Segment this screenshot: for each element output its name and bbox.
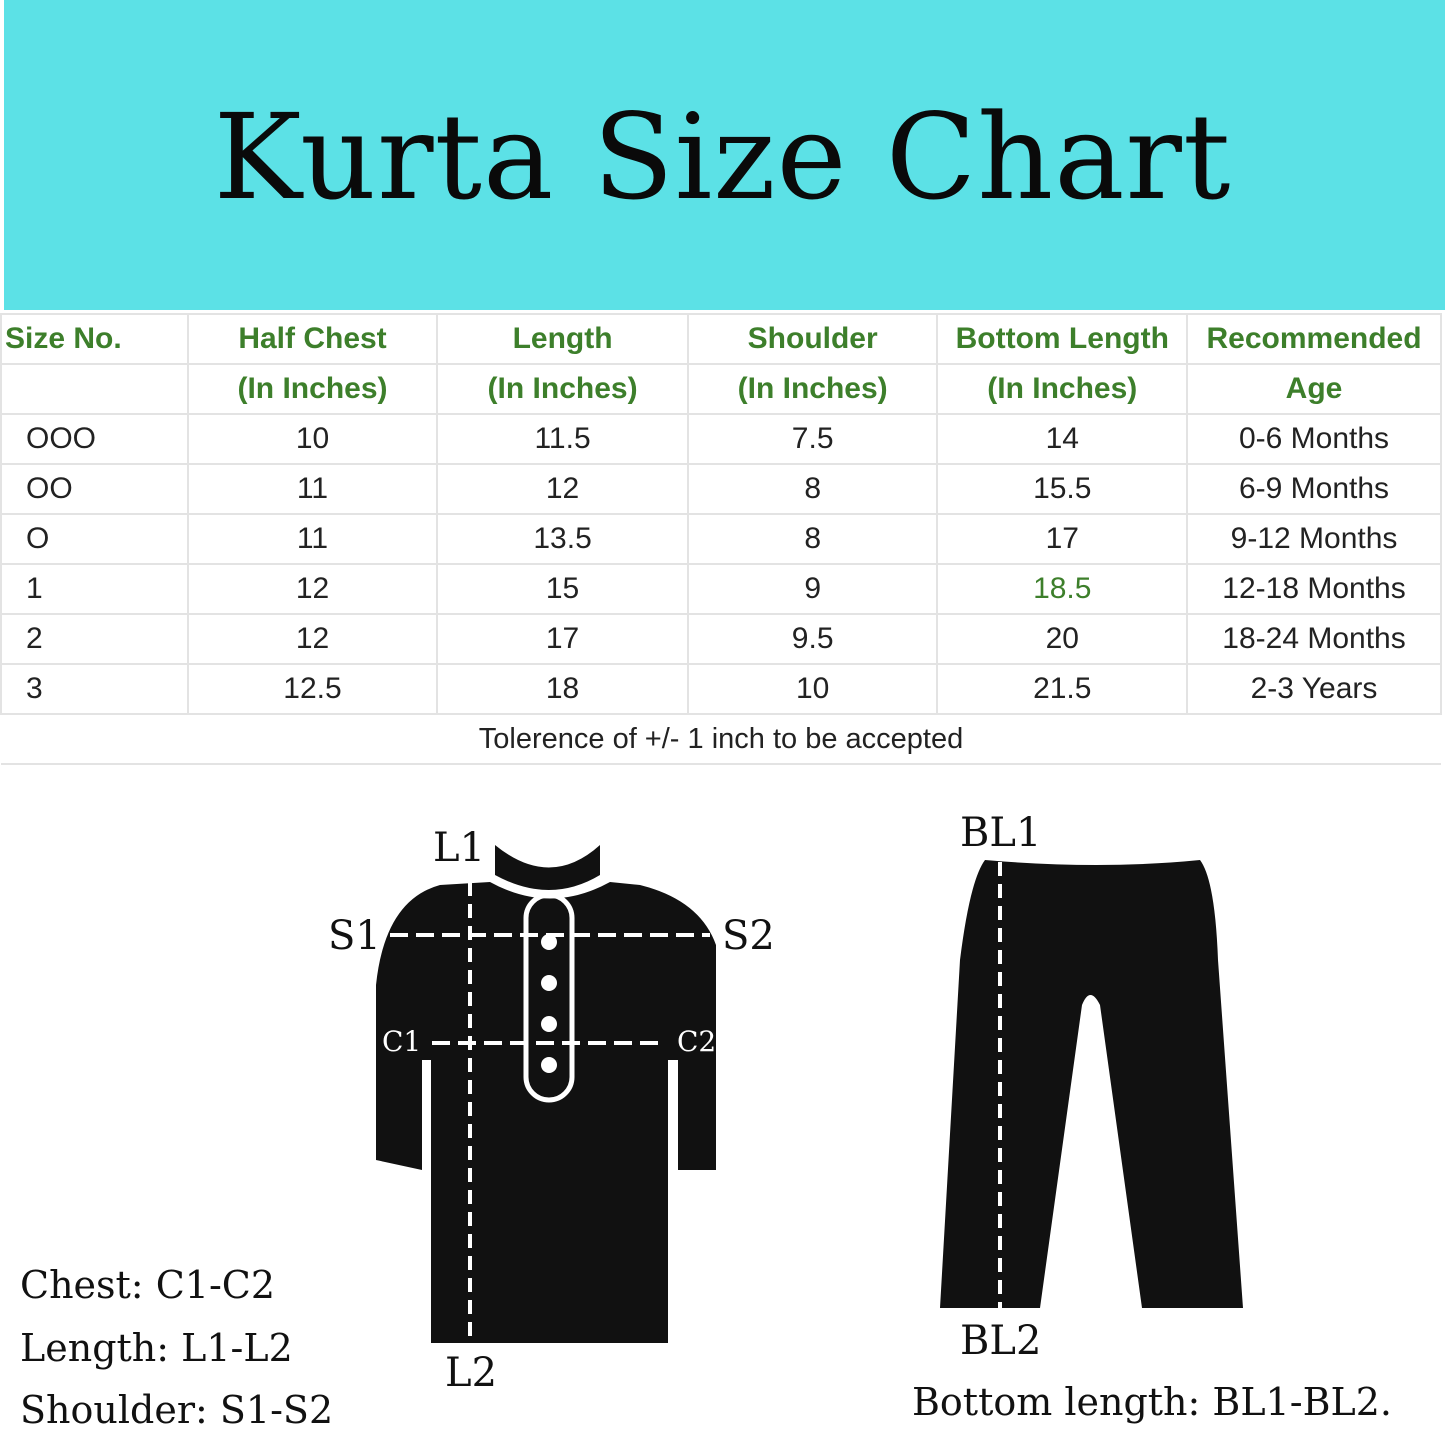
header-cell: Shoulder bbox=[686, 313, 939, 365]
header-row: Size No. Half Chest Length Shoulder Bott… bbox=[0, 313, 1442, 365]
header-cell: (In Inches) bbox=[186, 363, 439, 415]
table-cell: 7.5 bbox=[686, 413, 939, 465]
table-cell: 9-12 Months bbox=[1186, 513, 1442, 565]
header-row-units: (In Inches) (In Inches) (In Inches) (In … bbox=[0, 363, 1442, 415]
title-banner bbox=[4, 0, 1445, 310]
label-c1: C1 bbox=[382, 1025, 422, 1058]
table-cell: 11.5 bbox=[436, 413, 689, 465]
table-cell: 17 bbox=[436, 613, 689, 665]
table-cell: 17 bbox=[936, 513, 1189, 565]
kurta-icon bbox=[376, 845, 716, 1343]
table-row: 2 12 17 9.5 20 18-24 Months bbox=[0, 613, 1442, 665]
label-c2: C2 bbox=[677, 1025, 717, 1058]
page-title: Kurta Size Chart bbox=[213, 88, 1232, 226]
table-cell: 11 bbox=[186, 513, 439, 565]
table-cell: 8 bbox=[686, 463, 939, 515]
table-cell: 2 bbox=[0, 613, 189, 665]
label-l2: L2 bbox=[445, 1350, 498, 1396]
label-s2: S2 bbox=[722, 913, 775, 959]
table-row: O 11 13.5 8 17 9-12 Months bbox=[0, 513, 1442, 565]
header-cell: (In Inches) bbox=[936, 363, 1189, 415]
table-cell: 11 bbox=[186, 463, 439, 515]
header-cell: (In Inches) bbox=[686, 363, 939, 415]
table-cell: 3 bbox=[0, 663, 189, 715]
pants-icon bbox=[940, 860, 1243, 1308]
legend-shoulder: Shoulder: S1-S2 bbox=[20, 1388, 334, 1432]
table-cell: 6-9 Months bbox=[1186, 463, 1442, 515]
table-cell: 12.5 bbox=[186, 663, 439, 715]
table-cell: 9.5 bbox=[686, 613, 939, 665]
table-cell: 12 bbox=[436, 463, 689, 515]
label-s1: S1 bbox=[328, 913, 381, 959]
size-table: Size No. Half Chest Length Shoulder Bott… bbox=[0, 313, 1442, 765]
table-cell: 10 bbox=[686, 663, 939, 715]
legend-chest: Chest: C1-C2 bbox=[20, 1263, 276, 1307]
header-cell bbox=[0, 363, 189, 415]
table-cell: 2-3 Years bbox=[1186, 663, 1442, 715]
header-cell: (In Inches) bbox=[436, 363, 689, 415]
table-row: OO 11 12 8 15.5 6-9 Months bbox=[0, 463, 1442, 515]
table-cell: 20 bbox=[936, 613, 1189, 665]
table-row: 3 12.5 18 10 21.5 2-3 Years bbox=[0, 663, 1442, 715]
table-cell: O bbox=[0, 513, 189, 565]
table-cell: 12-18 Months bbox=[1186, 563, 1442, 615]
table-cell: 8 bbox=[686, 513, 939, 565]
label-bl2: BL2 bbox=[960, 1318, 1042, 1364]
header-cell: Size No. bbox=[0, 313, 189, 365]
table-cell: 18.5 bbox=[936, 563, 1189, 615]
header-cell: Age bbox=[1186, 363, 1442, 415]
table-cell: 14 bbox=[936, 413, 1189, 465]
table-cell: 12 bbox=[186, 613, 439, 665]
table-cell: 0-6 Months bbox=[1186, 413, 1442, 465]
table-row: 1 12 15 9 18.5 12-18 Months bbox=[0, 563, 1442, 615]
header-cell: Recommended bbox=[1186, 313, 1442, 365]
table-cell: 12 bbox=[186, 563, 439, 615]
header-cell: Bottom Length bbox=[936, 313, 1189, 365]
table-cell: 15 bbox=[436, 563, 689, 615]
label-bl1: BL1 bbox=[960, 810, 1042, 856]
legend-bottom-length: Bottom length: BL1-BL2. bbox=[912, 1380, 1392, 1424]
table-cell: OO bbox=[0, 463, 189, 515]
table-row: OOO 10 11.5 7.5 14 0-6 Months bbox=[0, 413, 1442, 465]
table-cell: OOO bbox=[0, 413, 189, 465]
table-cell: 13.5 bbox=[436, 513, 689, 565]
table-cell: 15.5 bbox=[936, 463, 1189, 515]
note-row: Tolerence of +/- 1 inch to be accepted bbox=[1, 713, 1441, 765]
table-cell: 1 bbox=[0, 563, 189, 615]
table-cell: 10 bbox=[186, 413, 439, 465]
header-cell: Half Chest bbox=[186, 313, 439, 365]
legend-length: Length: L1-L2 bbox=[20, 1326, 293, 1370]
table-cell: 18-24 Months bbox=[1186, 613, 1442, 665]
label-l1: L1 bbox=[433, 825, 486, 871]
table-cell: 18 bbox=[436, 663, 689, 715]
tolerance-note: Tolerence of +/- 1 inch to be accepted bbox=[1, 713, 1441, 765]
header-cell: Length bbox=[436, 313, 689, 365]
table-cell: 9 bbox=[686, 563, 939, 615]
table-cell: 21.5 bbox=[936, 663, 1189, 715]
